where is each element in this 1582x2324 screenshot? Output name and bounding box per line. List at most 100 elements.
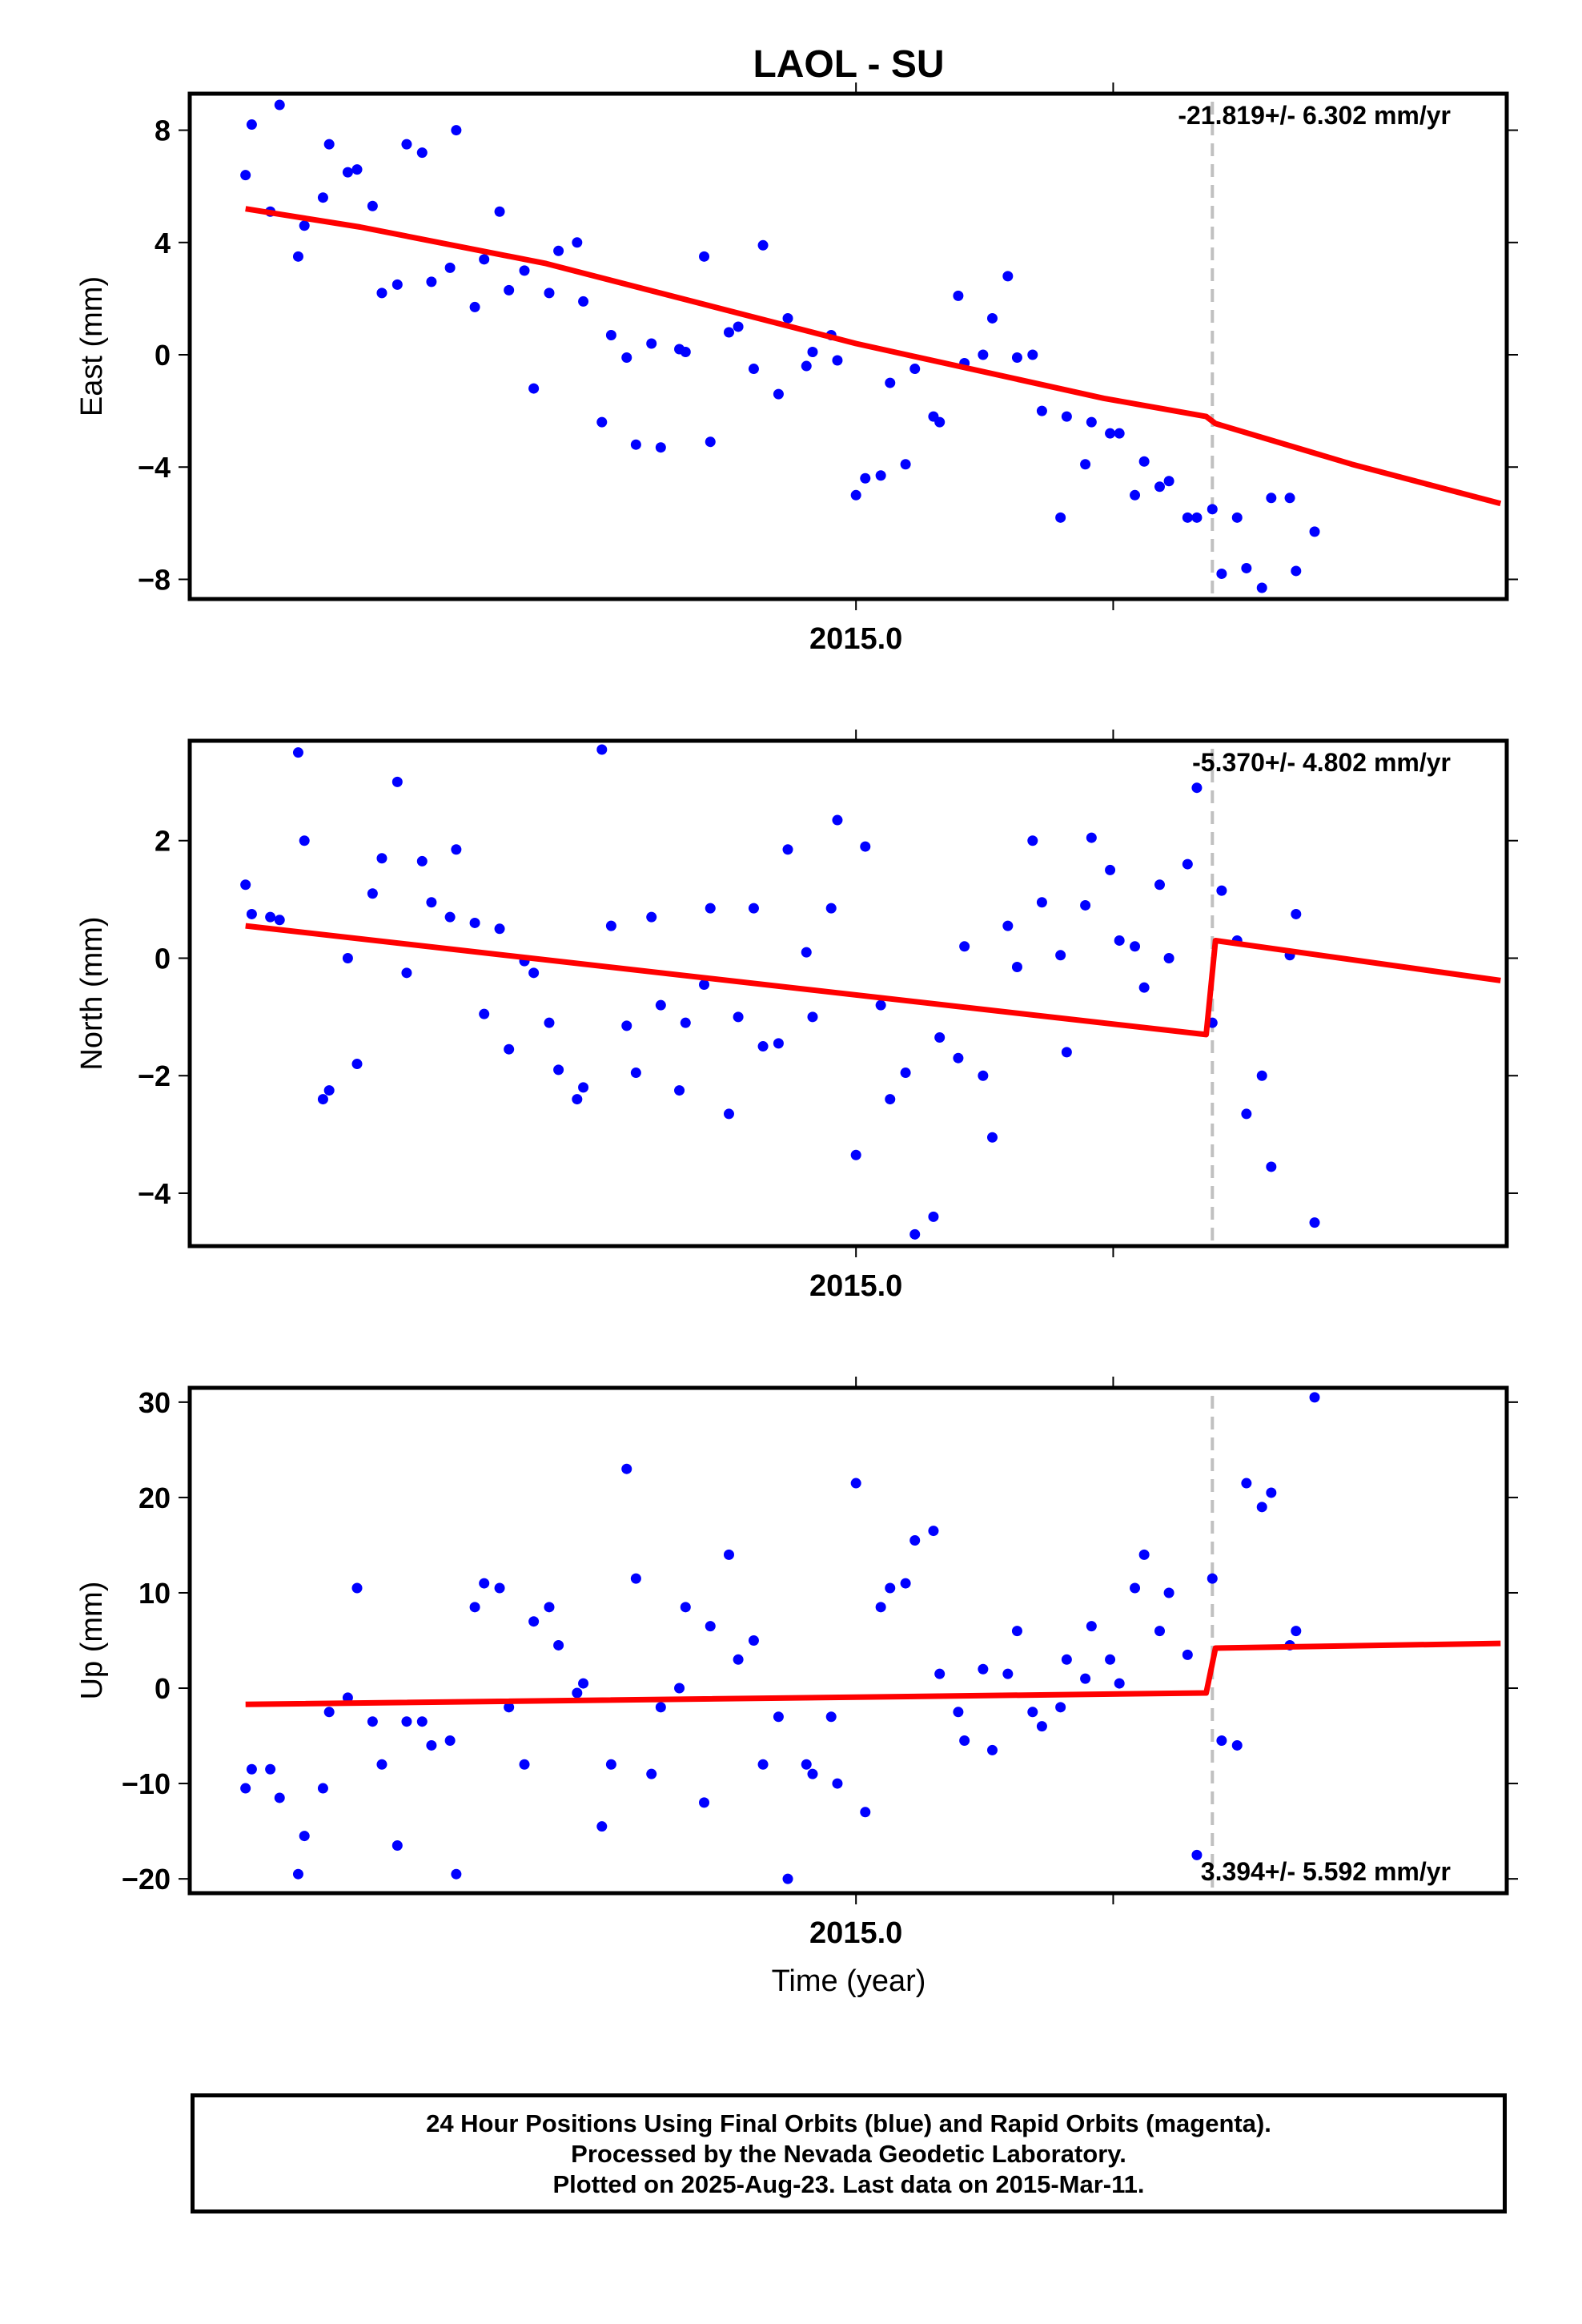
data-point — [825, 1711, 837, 1723]
data-point — [299, 1831, 310, 1842]
data-point — [986, 1744, 998, 1755]
data-point — [572, 237, 583, 248]
data-point — [655, 999, 666, 1011]
data-point — [265, 1763, 276, 1775]
data-point — [1055, 950, 1066, 961]
fit-line — [245, 1640, 1501, 1707]
data-point — [875, 999, 886, 1011]
data-point — [299, 835, 310, 846]
data-point — [860, 472, 871, 484]
data-point — [723, 327, 734, 338]
data-point — [274, 915, 285, 926]
data-point — [1036, 1721, 1047, 1732]
data-point — [1191, 1849, 1203, 1860]
data-point — [782, 1873, 793, 1884]
data-point — [801, 1759, 812, 1770]
data-point — [909, 1228, 921, 1240]
data-point — [553, 1064, 564, 1076]
data-point — [885, 1094, 896, 1105]
data-point — [544, 287, 555, 299]
data-point — [748, 1635, 759, 1646]
data-point — [885, 377, 896, 388]
data-point — [1086, 416, 1097, 428]
data-point — [479, 1008, 490, 1019]
data-point — [1163, 476, 1174, 487]
data-point — [1105, 428, 1116, 439]
data-point — [367, 200, 378, 211]
data-point — [934, 1032, 946, 1043]
data-point — [578, 296, 589, 307]
data-point — [605, 329, 616, 340]
data-point — [934, 416, 946, 428]
data-point — [986, 312, 998, 324]
data-point — [240, 1783, 251, 1794]
data-point — [469, 1602, 480, 1613]
data-point — [299, 220, 310, 231]
data-point — [1291, 1626, 1302, 1637]
data-point — [1309, 1217, 1320, 1228]
data-point — [1284, 493, 1295, 504]
data-point — [875, 470, 886, 481]
data-point — [274, 1792, 285, 1803]
data-point — [578, 1082, 589, 1093]
data-point — [528, 383, 540, 394]
y-tick-label: 0 — [155, 942, 171, 975]
data-point — [469, 917, 480, 928]
data-point — [699, 251, 710, 262]
data-point — [416, 855, 428, 866]
data-point — [646, 911, 657, 923]
data-point — [934, 1668, 946, 1679]
data-point — [596, 416, 608, 428]
data-point — [292, 1868, 303, 1880]
data-point — [1086, 832, 1097, 843]
data-point — [519, 1759, 530, 1770]
data-point — [773, 1711, 784, 1723]
data-point — [444, 1735, 456, 1747]
data-point — [928, 1211, 939, 1222]
data-point — [705, 436, 716, 448]
x-tick-label: 2015.0 — [809, 1269, 902, 1303]
data-point — [723, 1549, 734, 1560]
data-point — [757, 1041, 769, 1052]
data-point — [240, 879, 251, 891]
y-tick-label: 8 — [155, 115, 171, 147]
data-point — [605, 920, 616, 931]
data-point — [1154, 481, 1165, 493]
data-point — [1114, 428, 1125, 439]
data-point — [323, 139, 335, 150]
data-point — [416, 147, 428, 159]
data-point — [1061, 1654, 1072, 1665]
data-point — [646, 1768, 657, 1779]
data-point — [578, 1678, 589, 1689]
data-point — [621, 1463, 632, 1474]
data-point — [494, 923, 505, 935]
data-point — [1080, 459, 1091, 470]
rate-label: -21.819+/- 6.302 mm/yr — [1178, 101, 1451, 130]
y-tick-label: −2 — [138, 1059, 171, 1092]
data-point — [240, 170, 251, 181]
data-point — [1163, 1587, 1174, 1598]
data-point — [850, 1478, 861, 1489]
data-point — [246, 908, 257, 919]
data-point — [1256, 582, 1267, 593]
y-tick-label: −8 — [138, 563, 171, 596]
y-tick-label: 20 — [139, 1482, 171, 1514]
data-point — [265, 911, 276, 923]
y-tick-label: −10 — [122, 1767, 171, 1800]
data-point — [733, 1011, 744, 1023]
data-point — [1291, 565, 1302, 577]
data-point — [909, 1534, 921, 1546]
data-point — [959, 941, 970, 952]
data-point — [1114, 935, 1125, 946]
data-point — [605, 1759, 616, 1770]
rate-label: 3.394+/- 5.592 mm/yr — [1201, 1857, 1451, 1886]
data-point — [528, 1616, 540, 1627]
data-point — [317, 192, 328, 203]
data-point — [1241, 1108, 1252, 1120]
data-point — [426, 276, 437, 287]
data-point — [782, 844, 793, 855]
data-point — [246, 119, 257, 131]
data-point — [1266, 493, 1277, 504]
data-point — [807, 1768, 818, 1779]
data-point — [426, 1739, 437, 1751]
